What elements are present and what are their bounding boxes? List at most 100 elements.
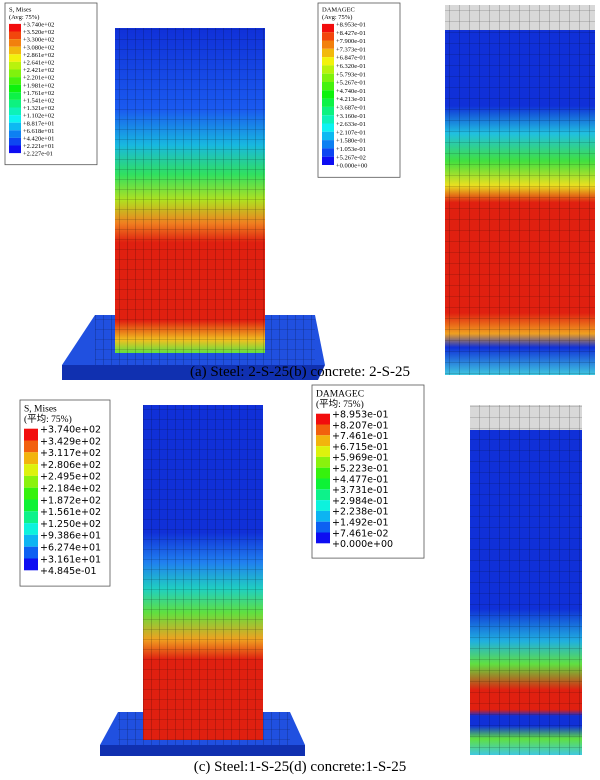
legend-swatch <box>322 140 334 149</box>
legend-swatch <box>24 523 38 535</box>
legend-label: +6.274e+01 <box>40 543 101 554</box>
legend-swatch <box>24 534 38 547</box>
legend-swatch <box>316 413 330 425</box>
legend-label: +1.102e+02 <box>23 113 54 120</box>
legend-swatch <box>24 464 38 476</box>
legend-label: +7.461e-02 <box>332 528 389 539</box>
legend-swatch <box>322 115 334 124</box>
legend-label: +2.806e+02 <box>40 460 101 471</box>
legend-swatch <box>316 478 330 490</box>
legend-swatch <box>322 90 334 99</box>
legend-label: +9.386e+01 <box>40 531 101 542</box>
legend-label: +2.238e-01 <box>332 507 389 518</box>
legend-label: +2.495e+02 <box>40 472 101 483</box>
legend-swatch <box>316 435 330 447</box>
caption: (a) Steel: 2-S-25(b) concrete: 2-S-25 <box>190 364 410 380</box>
legend-label: +3.160e-01 <box>336 113 366 120</box>
legend-label: +4.420e+01 <box>23 136 54 143</box>
legend-swatch <box>322 40 334 49</box>
legend-swatch <box>322 23 334 33</box>
legend-swatch <box>316 424 330 436</box>
legend-label: +3.429e+02 <box>40 436 101 447</box>
legend-label: +1.541e+02 <box>23 98 54 105</box>
legend-label: +6.715e-01 <box>332 442 389 453</box>
legend-label: +3.117e+02 <box>40 448 101 459</box>
legend-box <box>311 384 425 559</box>
legend-swatch <box>9 122 21 131</box>
legend-label: +8.207e-01 <box>332 420 389 431</box>
legend-swatch <box>9 99 21 108</box>
legend-subtitle: (Avg: 75%) <box>322 14 352 21</box>
legend-label: +5.267e-01 <box>336 80 366 87</box>
legend-label: +8.817e+01 <box>23 120 54 127</box>
legend-swatch <box>9 39 21 47</box>
steel-model-a <box>62 28 325 380</box>
legends: S, Mises(Avg: 75%)+3.740e+02+3.520e+02+3… <box>4 2 425 587</box>
legend-label: +8.953e-01 <box>332 410 389 421</box>
legend-swatch <box>9 46 21 55</box>
legend-label: +3.161e+01 <box>40 554 101 565</box>
legend-label: +1.580e-01 <box>336 138 366 145</box>
legend-label: +3.731e-01 <box>332 485 389 496</box>
legend-swatch <box>24 428 38 441</box>
legend-label: +1.250e+02 <box>40 519 101 530</box>
caption: (c) Steel:1-S-25(d) concrete:1-S-25 <box>194 759 406 775</box>
legend-swatch <box>9 23 21 32</box>
legend-swatch <box>316 467 330 479</box>
legend-label: +3.080e+02 <box>23 44 54 51</box>
legend-label: +2.184e+02 <box>40 484 101 495</box>
legend-swatch <box>316 510 330 522</box>
legend-label: +2.107e-01 <box>336 129 366 136</box>
legend-swatch <box>316 446 330 457</box>
legend-swatch <box>316 532 330 544</box>
legend-swatch <box>322 156 334 165</box>
legend-label: +3.740e+02 <box>23 22 54 29</box>
legend-swatch <box>9 145 21 154</box>
legend-swatch <box>322 73 334 82</box>
legend-title: S, Mises <box>9 7 32 14</box>
legend-label: +0.000e+00 <box>336 163 367 170</box>
legend-label: +6.618e+01 <box>23 128 54 135</box>
legend-label: +7.461e-01 <box>332 431 389 442</box>
legend-swatch <box>322 131 334 141</box>
legend-swatch <box>9 61 21 70</box>
legend-label: +3.520e+02 <box>23 29 54 36</box>
legend-label: +1.053e-01 <box>336 146 366 153</box>
legend-label: +3.740e+02 <box>40 425 101 436</box>
legend-swatch <box>24 511 38 524</box>
legend-label: +4.213e-01 <box>336 96 366 103</box>
legend-swatch <box>316 521 330 533</box>
legend-label: +5.267e-02 <box>336 154 366 161</box>
legend-label: +2.221e+01 <box>23 143 54 150</box>
legend-label: +1.492e-01 <box>332 518 389 529</box>
legend-label: +2.633e-01 <box>336 121 366 128</box>
legend-swatch <box>322 106 334 116</box>
concrete-model-b <box>445 5 595 375</box>
legend-swatch <box>24 546 38 559</box>
legend-swatch <box>316 489 330 501</box>
legend-swatch <box>9 31 21 40</box>
legend-label: +5.793e-01 <box>336 71 366 78</box>
legend-label: +2.227e-01 <box>23 151 53 158</box>
legend-title: S, Mises <box>24 405 57 415</box>
legend-label: +2.641e+02 <box>23 60 54 67</box>
legend-label: +2.984e-01 <box>332 496 389 507</box>
legend-label: +1.321e+02 <box>23 105 54 112</box>
legend-swatch <box>9 115 21 123</box>
legend-swatch <box>9 137 21 146</box>
legend-label: +6.320e-01 <box>336 63 366 70</box>
legend-label: +7.900e-01 <box>336 38 366 45</box>
legend-swatch <box>322 148 334 157</box>
legend-swatch <box>322 98 334 107</box>
legend-swatch <box>9 92 21 100</box>
legend-label: +0.000e+00 <box>332 539 393 550</box>
legend-label: +7.373e-01 <box>336 46 366 53</box>
legend-swatch <box>322 82 334 91</box>
legend-swatch <box>24 475 38 488</box>
legend-swatch <box>322 32 334 41</box>
legend-swatch <box>24 558 38 571</box>
legend-swatch <box>9 69 21 78</box>
legend-swatch <box>24 487 38 500</box>
legend-label: +8.953e-01 <box>336 22 366 29</box>
